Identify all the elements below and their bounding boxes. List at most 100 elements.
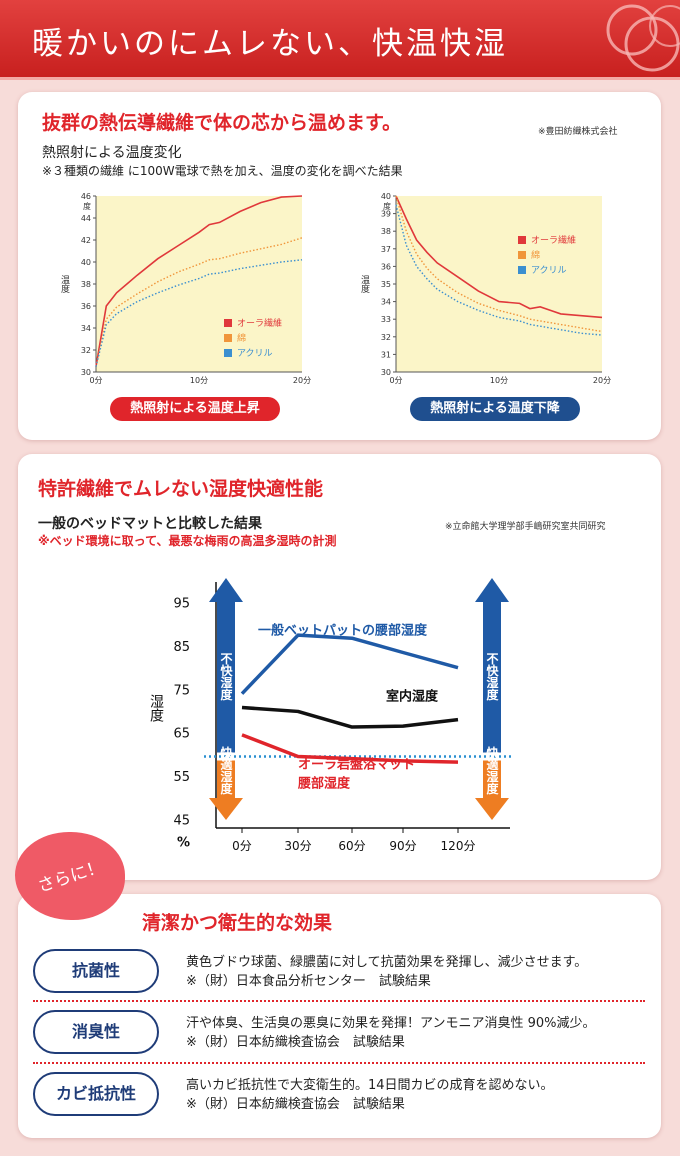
section2-heading: 特許繊維でムレない湿度快適性能 <box>38 478 324 500</box>
page-title: 暖かいのにムレない、快温快湿 <box>32 26 508 62</box>
feature-desc-line: ※（財）日本食品分析センター 試験結果 <box>186 974 431 989</box>
divider <box>33 1000 645 1002</box>
series-label-room: 室内湿度 <box>386 688 439 704</box>
y-tick-label: 32 <box>81 346 91 355</box>
feature-desc-line: 汗や体臭、生活臭の悪臭に効果を発揮！アンモニア消臭性 90%減少。 <box>186 1016 596 1031</box>
feature-mold-label: カビ抵抗性 <box>33 1072 159 1116</box>
x-tick-label: 20分 <box>593 376 611 385</box>
x-tick-label: 30分 <box>284 839 311 853</box>
y-tick-label: 45 <box>173 813 190 828</box>
series-label-aura-line1: オーラ岩盤浴マット <box>298 756 415 772</box>
feature-mold-desc: 高いカビ抵抗性で大変衛生的。14日間カビの成育を認めない。 ※（財）日本紡織検査… <box>186 1076 554 1114</box>
section1-note: ※３種類の繊維 に100W電球で熱を加え、温度の変化を調べた結果 <box>42 164 403 178</box>
x-tick-label: 0分 <box>89 376 102 385</box>
y-axis-label: 温度 <box>359 275 370 294</box>
y-tick-label: 65 <box>173 727 190 742</box>
humidity-card <box>18 454 661 880</box>
legend-swatch <box>224 319 232 327</box>
series-line-1 <box>95 237 303 367</box>
down-arrow-right <box>475 760 509 820</box>
feature-antibacterial-desc: 黄色ブドウ球菌、緑膿菌に対して抗菌効果を発揮し、減少させます。 ※（財）日本食品… <box>186 953 587 991</box>
y-tick-label: 34 <box>81 324 91 333</box>
up-arrow-right <box>475 578 509 753</box>
y-tick-label: 46 <box>81 192 91 201</box>
feature-deodorant-desc: 汗や体臭、生活臭の悪臭に効果を発揮！アンモニア消臭性 90%減少。 ※（財）日本… <box>186 1014 596 1052</box>
legend-label: アクリル <box>531 265 567 276</box>
ring-decoration-icon <box>606 4 680 72</box>
y-tick-label: 75 <box>173 683 190 698</box>
y-tick-label: 85 <box>173 640 190 655</box>
x-tick-label: 0分 <box>232 839 252 853</box>
y-unit-label: 度 <box>83 201 91 211</box>
legend-swatch <box>518 236 526 244</box>
section2-source: ※立命館大学理学部手嶋研究室共同研究 <box>445 522 606 532</box>
y-tick-label: 95 <box>173 597 190 612</box>
series-label-aura-line2: 腰部湿度 <box>297 775 351 791</box>
divider <box>33 1062 645 1064</box>
y-tick-label: 36 <box>81 302 91 311</box>
feature-desc-line: ※（財）日本紡織検査協会 試験結果 <box>186 1035 405 1050</box>
section3-heading: 清潔かつ衛生的な効果 <box>142 912 333 934</box>
feature-antibacterial-label: 抗菌性 <box>33 949 159 993</box>
x-tick-label: 120分 <box>441 839 476 853</box>
down-arrow-left <box>209 760 243 820</box>
plot-area <box>396 196 602 372</box>
temperature-fall-caption: 熱照射による温度下降 <box>410 397 580 421</box>
series-line-2 <box>241 733 459 764</box>
y-axis-label: 温度 <box>59 275 70 294</box>
section1-subtitle: 熱照射による温度変化 <box>42 145 182 161</box>
feature-desc-line: 高いカビ抵抗性で大変衛生的。14日間カビの成育を認めない。 <box>186 1078 554 1093</box>
plot-area <box>96 196 302 372</box>
legend-label: オーラ繊維 <box>531 234 576 246</box>
feature-desc-line: ※（財）日本紡織検査協会 試験結果 <box>186 1097 405 1112</box>
feature-deodorant-label: 消臭性 <box>33 1010 159 1054</box>
legend-swatch <box>518 266 526 274</box>
section2-note: ※ベッド環境に取って、最悪な梅雨の高温多湿時の計測 <box>38 534 337 548</box>
section1-heading: 抜群の熱伝導繊維で体の芯から温めます。 <box>42 112 402 134</box>
y-tick-label: 30 <box>381 368 391 377</box>
y-tick-label: 36 <box>381 262 391 271</box>
series-line-0 <box>240 633 459 695</box>
y-tick-label: 30 <box>81 368 91 377</box>
badge-label: さらに！ <box>35 856 107 897</box>
y-tick-label: 31 <box>381 350 391 359</box>
x-tick-label: 60分 <box>338 839 365 853</box>
header-banner: 暖かいのにムレない、快温快湿 <box>0 0 680 80</box>
y-tick-label: 39 <box>381 210 391 219</box>
x-tick-label: 0分 <box>389 376 402 385</box>
section1-source: ※豊田紡織株式会社 <box>538 127 618 137</box>
y-tick-label: 32 <box>381 333 391 342</box>
y-tick-label: 34 <box>381 298 391 307</box>
temperature-fall-chart: 30 31 32 33 34 35 36 37 38 39 40度 0分 10分 20分 温度 オーラ繊維綿ア… <box>359 192 611 385</box>
legend-swatch <box>224 349 232 357</box>
legend-label: 綿 <box>237 332 246 344</box>
y-unit-label: 度 <box>383 201 391 211</box>
section2-subtitle: 一般のベッドマットと比較した結果 <box>38 516 262 532</box>
legend-label: オーラ繊維 <box>237 317 282 329</box>
x-tick-label: 10分 <box>190 376 208 385</box>
zone-label-uncomfortable: 不快湿度 <box>219 652 233 701</box>
y-tick-label: 33 <box>381 315 391 324</box>
y-unit-label: % <box>177 835 190 850</box>
series-line-0 <box>395 195 603 319</box>
y-tick-label: 44 <box>81 214 91 223</box>
y-tick-label: 42 <box>81 236 91 245</box>
x-tick-label: 90分 <box>389 839 416 853</box>
zone-label-uncomfortable: 不快湿度 <box>485 652 499 701</box>
y-tick-label: 37 <box>381 245 391 254</box>
y-axis-label: 湿度 <box>148 694 164 722</box>
y-tick-label: 40 <box>381 192 391 201</box>
x-tick-label: 10分 <box>490 376 508 385</box>
y-tick-label: 55 <box>173 770 190 785</box>
feature-desc-line: 黄色ブドウ球菌、緑膿菌に対して抗菌効果を発揮し、減少させます。 <box>186 955 588 970</box>
y-tick-label: 38 <box>81 280 91 289</box>
y-tick-label: 35 <box>381 280 391 289</box>
legend-swatch <box>518 251 526 259</box>
zone-label-comfortable: 快適湿度 <box>219 745 233 795</box>
legend-label: アクリル <box>237 348 273 359</box>
x-tick-label: 20分 <box>293 376 311 385</box>
up-arrow-left <box>209 578 243 753</box>
badge-further: さらに！ <box>15 832 125 920</box>
